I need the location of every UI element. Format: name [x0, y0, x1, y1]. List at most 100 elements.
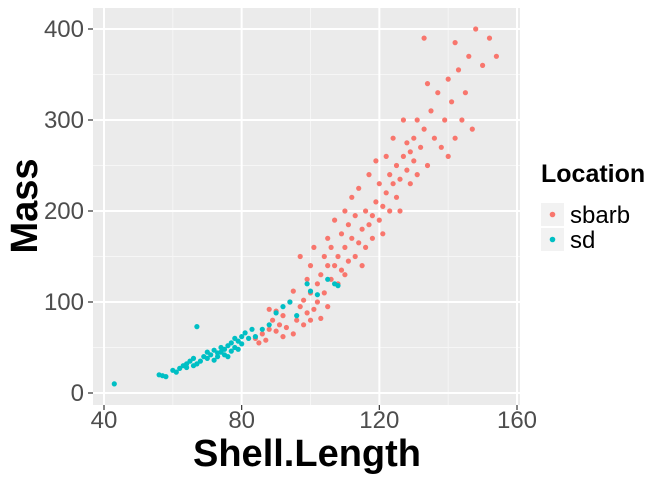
point-sd [228, 348, 234, 354]
point-sbarb [424, 81, 431, 87]
point-sbarb [356, 240, 362, 246]
point-sd [184, 364, 190, 371]
point-sbarb [418, 144, 424, 150]
point-sbarb [421, 126, 427, 132]
point-sbarb [263, 337, 269, 343]
point-sbarb [393, 194, 400, 200]
point-sbarb [276, 322, 283, 328]
point-sbarb [363, 244, 369, 250]
point-sbarb [359, 226, 365, 232]
point-sbarb [397, 176, 403, 182]
point-sbarb [359, 263, 365, 269]
point-sbarb [373, 158, 379, 164]
point-sd [239, 341, 245, 347]
point-sd [294, 313, 300, 319]
point-sd [242, 330, 248, 336]
point-sbarb [411, 158, 417, 164]
point-sbarb [407, 149, 413, 155]
point-sbarb [321, 290, 327, 296]
point-sbarb [266, 306, 272, 312]
point-sbarb [445, 76, 451, 82]
point-sbarb [307, 317, 314, 323]
point-sbarb [301, 322, 307, 328]
point-sbarb [431, 135, 437, 141]
point-sbarb [473, 26, 479, 32]
point-sbarb [338, 231, 345, 237]
point-sd [307, 288, 314, 294]
y-tick-label: 300 [44, 107, 84, 134]
legend-point-sd [549, 236, 556, 243]
point-sbarb [438, 144, 444, 150]
point-sbarb [397, 208, 403, 214]
point-sd [235, 338, 241, 344]
point-sbarb [411, 135, 417, 141]
point-sbarb [304, 276, 310, 282]
point-sbarb [380, 231, 386, 237]
point-sd [221, 346, 228, 352]
point-sbarb [338, 267, 345, 273]
point-sbarb [297, 304, 303, 310]
point-sbarb [366, 222, 372, 228]
point-sbarb [256, 340, 262, 346]
point-sbarb [352, 253, 358, 260]
point-sbarb [311, 306, 317, 312]
point-sbarb [421, 35, 427, 41]
point-sd [266, 322, 272, 328]
point-sbarb [304, 310, 310, 316]
point-sd [194, 324, 200, 330]
point-sbarb [480, 62, 486, 68]
point-sbarb [435, 90, 441, 96]
point-sd [194, 361, 200, 367]
point-sbarb [376, 181, 382, 187]
x-tick-label: 80 [228, 407, 255, 434]
point-sd [273, 310, 279, 316]
x-tick-label: 160 [497, 407, 537, 434]
point-sd [111, 381, 117, 387]
point-sbarb [387, 172, 393, 178]
point-sbarb [325, 304, 331, 310]
point-sbarb [283, 324, 289, 331]
point-sbarb [380, 203, 386, 209]
grid-lines [93, 8, 520, 405]
point-sbarb [462, 90, 468, 96]
point-sbarb [345, 258, 351, 264]
point-sbarb [352, 213, 358, 219]
point-sd [335, 283, 341, 289]
point-sbarb [449, 99, 455, 105]
point-sbarb [393, 162, 400, 169]
point-sd [211, 347, 217, 353]
point-sd [215, 354, 221, 360]
point-sd [177, 365, 183, 371]
point-sbarb [400, 153, 406, 159]
point-sd [246, 335, 252, 341]
legend-label-sd: sd [570, 227, 595, 254]
point-sbarb [318, 315, 324, 321]
point-sd [163, 374, 169, 380]
legend-title: Location [541, 160, 645, 188]
point-sd [211, 357, 217, 363]
point-sbarb [445, 153, 451, 159]
point-sbarb [383, 153, 389, 159]
point-sd [204, 355, 210, 361]
x-tick-labels: 40 80 120 160 [91, 407, 537, 434]
y-tick-label: 100 [44, 289, 84, 316]
point-sbarb [325, 263, 331, 269]
point-sbarb [345, 222, 351, 228]
point-sbarb [469, 126, 475, 132]
point-sbarb [332, 263, 338, 269]
point-sbarb [342, 244, 348, 250]
point-sbarb [414, 117, 420, 123]
point-sbarb [325, 235, 331, 241]
point-sbarb [290, 331, 296, 337]
point-sbarb [266, 326, 272, 332]
point-sbarb [332, 217, 338, 223]
point-sd [208, 352, 214, 358]
point-sbarb [311, 244, 317, 250]
y-axis-title: Mass [4, 158, 46, 253]
point-sbarb [335, 253, 341, 260]
point-sbarb [290, 288, 296, 294]
point-sbarb [328, 244, 334, 250]
